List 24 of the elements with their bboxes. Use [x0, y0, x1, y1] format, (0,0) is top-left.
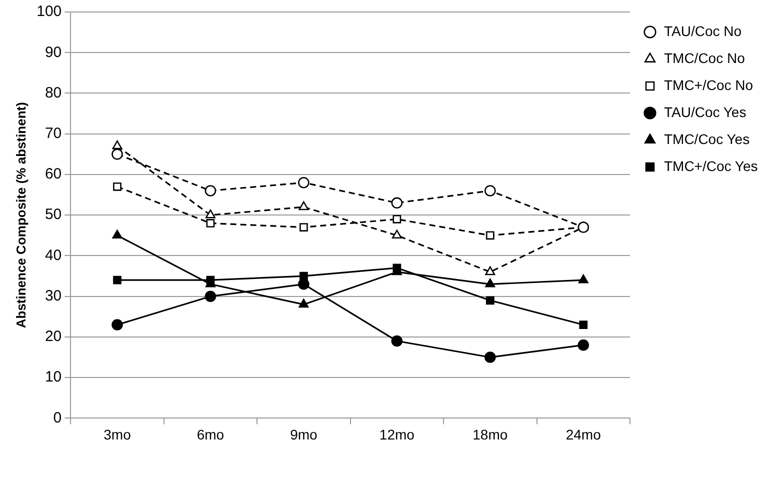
x-tick-label: 12mo: [379, 426, 415, 442]
x-tick-label: 6mo: [196, 426, 224, 442]
y-tick-label: 10: [44, 368, 62, 386]
y-tick-label: 70: [44, 125, 62, 142]
y-tick-label: 90: [44, 44, 62, 61]
y-tick-label: 40: [44, 246, 62, 264]
y-axis-title: Abstinence Composite (% abstinent): [13, 102, 28, 328]
y-tick-label: 30: [44, 287, 62, 304]
y-tick-label: 0: [53, 409, 62, 426]
x-tick-label: 24mo: [566, 426, 602, 442]
legend-label: TMC+/Coc Yes: [664, 158, 758, 174]
legend-label: TMC/Coc No: [664, 50, 746, 66]
legend-label: TAU/Coc Yes: [664, 104, 746, 120]
y-tick-label: 20: [44, 328, 62, 346]
y-tick-label: 80: [44, 84, 62, 102]
legend-label: TMC/Coc Yes: [664, 130, 750, 147]
x-tick-label: 9mo: [290, 426, 318, 442]
legend-label: TAU/Coc No: [664, 22, 742, 39]
y-tick-label: 50: [44, 206, 62, 224]
y-tick-label: 100: [36, 3, 62, 20]
y-tick-label: 60: [44, 166, 62, 183]
x-tick-label: 18mo: [472, 426, 508, 442]
legend-label: TMC+/Coc No: [664, 76, 754, 93]
x-tick-label: 3mo: [104, 426, 132, 442]
